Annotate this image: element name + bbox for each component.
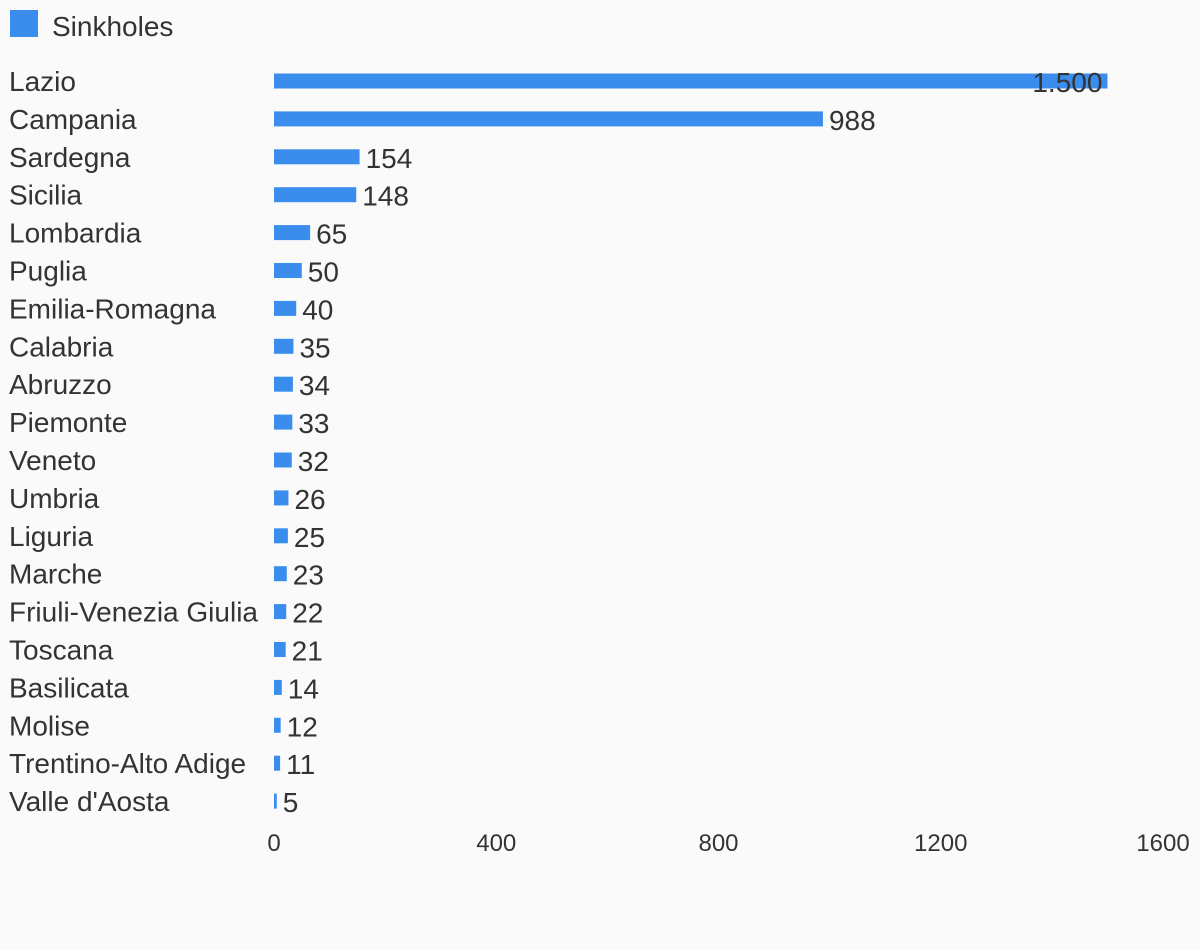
bar-row: Piemonte 33 <box>9 407 329 439</box>
bar-row: Friuli-Venezia Giulia 22 <box>9 597 323 629</box>
x-tick-label: 400 <box>476 830 516 857</box>
bar-row: Lazio 1.500 <box>9 66 1108 98</box>
bar-row: Basilicata 14 <box>9 672 319 704</box>
category-label: Lazio <box>9 66 76 97</box>
category-label: Sardegna <box>9 142 131 173</box>
bar <box>274 528 288 544</box>
category-label: Veneto <box>9 445 96 476</box>
category-label: Valle d'Aosta <box>9 786 170 817</box>
bar-row: Sardegna 154 <box>9 142 412 174</box>
bar-row: Veneto 32 <box>9 445 329 477</box>
category-label: Toscana <box>9 635 114 666</box>
category-label: Calabria <box>9 331 114 362</box>
x-tick-label: 800 <box>698 830 738 857</box>
category-label: Emilia-Romagna <box>9 293 216 324</box>
category-label: Umbria <box>9 483 100 514</box>
bar <box>274 642 286 657</box>
category-label: Friuli-Venezia Giulia <box>9 597 258 628</box>
bar-row: Molise 12 <box>9 710 318 742</box>
value-label: 34 <box>299 370 330 401</box>
value-label: 26 <box>294 484 325 515</box>
x-tick-label: 1200 <box>914 830 967 857</box>
bar <box>274 604 287 620</box>
bar <box>274 376 293 392</box>
category-label: Lombardia <box>9 218 142 249</box>
category-label: Abruzzo <box>9 369 112 400</box>
bar <box>274 793 277 809</box>
category-label: Molise <box>9 710 90 741</box>
bar <box>274 717 281 733</box>
category-label: Marche <box>9 559 102 590</box>
bar-row: Lombardia 65 <box>9 218 347 250</box>
bar <box>274 338 294 354</box>
bar <box>274 755 281 771</box>
value-label: 5 <box>283 787 299 818</box>
category-label: Campania <box>9 104 137 135</box>
category-label: Basilicata <box>9 672 129 703</box>
bar <box>274 490 289 506</box>
category-label: Puglia <box>9 256 87 287</box>
value-label: 25 <box>294 522 325 553</box>
legend-label: Sinkholes <box>52 11 173 42</box>
x-tick-label: 0 <box>267 830 280 857</box>
value-label: 154 <box>366 143 413 174</box>
bar-rows: Lazio 1.500 Campania 988 Sardegna 154 Sicilia 1… <box>9 66 1108 818</box>
bar <box>274 414 293 430</box>
bar-row: Marche 23 <box>9 559 324 591</box>
x-tick-label: 1600 <box>1136 830 1189 857</box>
legend: Sinkholes <box>10 10 173 42</box>
value-label: 40 <box>302 294 333 325</box>
bar-row: Puglia 50 <box>9 256 339 288</box>
value-label: 23 <box>293 560 324 591</box>
value-label: 22 <box>292 598 323 629</box>
value-label: 11 <box>286 749 315 780</box>
bar <box>274 566 287 582</box>
bar-row: Valle d'Aosta 5 <box>9 786 298 818</box>
value-label: 32 <box>298 446 329 477</box>
bar-row: Emilia-Romagna 40 <box>9 293 333 325</box>
bar-row: Liguria 25 <box>9 521 325 553</box>
bar-row: Sicilia 148 <box>9 180 409 212</box>
bar <box>274 263 302 278</box>
x-axis: 0 400 800 1200 1600 <box>267 830 1189 857</box>
bar <box>274 187 357 203</box>
category-label: Liguria <box>9 521 93 552</box>
bar-row: Toscana 21 <box>9 635 323 667</box>
value-label: 148 <box>362 181 409 212</box>
bar <box>274 149 360 165</box>
bar <box>274 225 311 241</box>
value-label: 988 <box>829 105 876 136</box>
bar-row: Campania 988 <box>9 104 876 136</box>
legend-swatch <box>10 10 38 37</box>
value-label: 12 <box>287 711 318 742</box>
category-label: Sicilia <box>9 180 83 211</box>
value-label: 33 <box>298 408 329 439</box>
bar-row: Abruzzo 34 <box>9 369 330 401</box>
bar <box>274 679 282 695</box>
bar <box>274 73 1108 89</box>
bar-row: Trentino-Alto Adige 11 <box>9 748 315 780</box>
bar-row: Umbria 26 <box>9 483 326 515</box>
value-label: 21 <box>292 636 323 667</box>
bar <box>274 300 297 316</box>
value-label: 1.500 <box>1032 67 1102 98</box>
bar <box>274 452 292 468</box>
value-label: 50 <box>308 257 339 288</box>
bar <box>274 111 823 127</box>
value-label: 65 <box>316 219 347 250</box>
value-label: 35 <box>299 332 330 363</box>
value-label: 14 <box>288 673 319 704</box>
category-label: Trentino-Alto Adige <box>9 748 246 779</box>
bar-row: Calabria 35 <box>9 331 331 363</box>
category-label: Piemonte <box>9 407 127 438</box>
